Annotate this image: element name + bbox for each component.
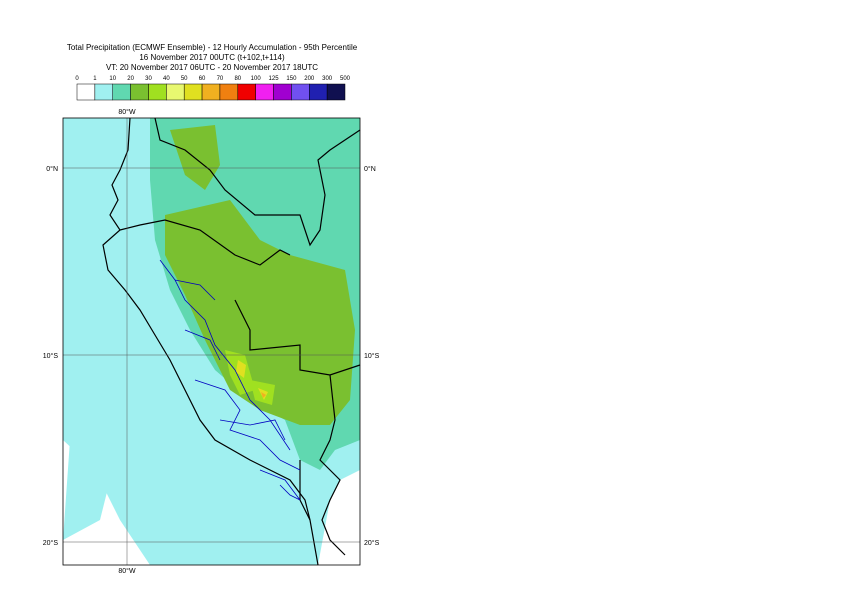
- coastline: [102, 117, 319, 566]
- lat-label: 20°S: [43, 539, 59, 547]
- legend-label: 500: [340, 76, 351, 82]
- legend: 0 1 10 20 30 40 50 60 70 80 100 125 150 200 300 500: [75, 76, 351, 101]
- lon-label: 80°W: [118, 108, 136, 116]
- map-frame: [62, 117, 361, 566]
- lat-label: 10°S: [364, 352, 380, 360]
- lat-label: 20°S: [364, 539, 380, 547]
- legend-label: 10: [109, 76, 116, 82]
- legend-label: 80: [234, 76, 241, 82]
- legend-label: 40: [163, 76, 170, 82]
- map: 80°W 80°W 0°N 0°N 10°S 10°S 20°S 20°S: [43, 108, 380, 575]
- legend-swatch: [237, 83, 256, 101]
- region-boundary: [159, 259, 301, 501]
- legend-swatch: [219, 83, 239, 101]
- legend-label: 20: [127, 76, 134, 82]
- legend-label: 30: [145, 76, 152, 82]
- legend-swatch: [112, 83, 131, 101]
- legend-swatch: [148, 83, 167, 101]
- title-line: VT: 20 November 2017 06UTC - 20 November…: [106, 63, 318, 72]
- legend-label: 70: [217, 76, 224, 82]
- lon-label: 80°W: [118, 567, 136, 575]
- legend-swatch: [166, 83, 185, 101]
- legend-label: 100: [251, 76, 262, 82]
- lat-label: 10°S: [43, 352, 59, 360]
- legend-swatch: [94, 83, 113, 101]
- legend-label: 0: [75, 76, 79, 82]
- precip-heavy: [165, 125, 355, 425]
- legend-label: 1: [93, 76, 97, 82]
- legend-label: 150: [286, 76, 297, 82]
- legend-swatch: [255, 83, 274, 101]
- legend-label: 50: [181, 76, 188, 82]
- legend-swatch: [130, 83, 149, 101]
- legend-swatch: [291, 83, 310, 101]
- lat-label: 0°N: [46, 165, 58, 173]
- legend-swatch: [201, 83, 221, 101]
- legend-label: 125: [269, 76, 280, 82]
- legend-swatch: [273, 83, 292, 101]
- title-line: Total Precipitation (ECMWF Ensemble) - 1…: [67, 43, 358, 52]
- legend-swatch: [309, 83, 328, 101]
- precip-light: [63, 118, 110, 540]
- precip-peak: [236, 360, 268, 400]
- legend-swatch: [183, 83, 203, 101]
- border: [119, 117, 361, 556]
- legend-label: 300: [322, 76, 333, 82]
- legend-label: 60: [199, 76, 206, 82]
- legend-swatch: [76, 83, 96, 101]
- precip-max: [261, 392, 266, 398]
- legend-label: 200: [304, 76, 315, 82]
- title-line: 16 November 2017 00UTC (t+102,t+114): [139, 53, 285, 62]
- lat-label: 0°N: [364, 165, 376, 173]
- legend-swatch: [326, 83, 346, 101]
